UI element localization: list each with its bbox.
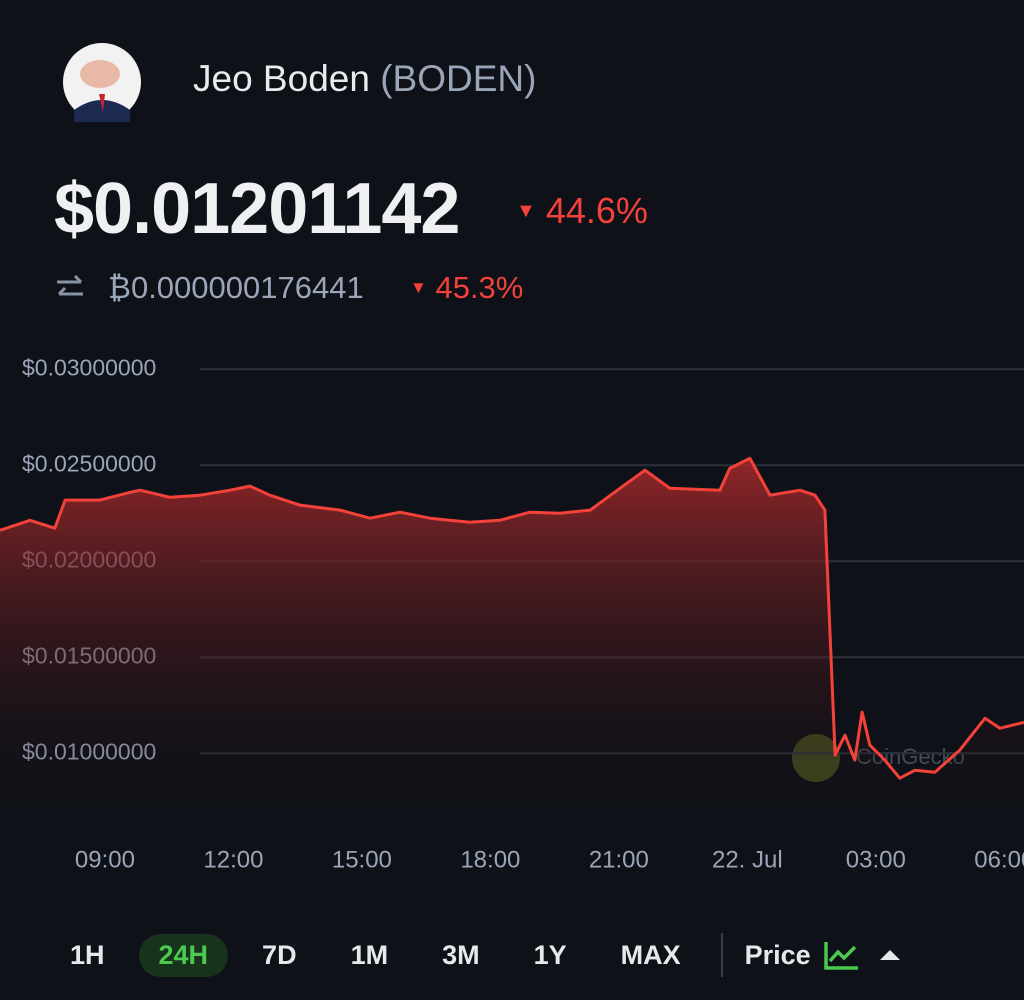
- btc-change: ▼ 45.3%: [410, 270, 524, 305]
- x-tick-label: 18:00: [460, 846, 520, 873]
- x-tick-label: 06:00: [974, 846, 1024, 873]
- coin-name: Jeo Boden (BODEN): [193, 58, 536, 100]
- price-chart: CoinGecko $0.01000000$0.01500000$0.02000…: [0, 354, 1024, 873]
- range-tab[interactable]: 3M: [442, 939, 480, 970]
- range-tab[interactable]: 7D: [262, 939, 297, 970]
- range-tab[interactable]: 1Y: [533, 939, 567, 970]
- price-area: [0, 458, 1024, 830]
- x-tick-label: 09:00: [75, 846, 135, 873]
- y-tick-label: $0.03000000: [22, 354, 156, 380]
- metric-select[interactable]: Price: [735, 939, 913, 971]
- price-line: [0, 456, 1024, 780]
- caret-icon: [879, 950, 900, 960]
- range-tab[interactable]: 1M: [350, 939, 389, 970]
- separator: [720, 933, 723, 977]
- btc-price: ₿0.000000176441: [108, 270, 364, 305]
- x-tick-label: 22. Jul: [712, 846, 783, 873]
- change: 45.3%: [435, 270, 524, 305]
- price: $0.01201142: [54, 169, 460, 249]
- x-tick-label: 15:00: [332, 846, 392, 873]
- metric-label: Price: [744, 939, 811, 970]
- y-tick-label: $0.02500000: [22, 450, 156, 476]
- range-tabs: 1H 24H 7D 1M 3M 1Y MAX Price: [50, 930, 913, 980]
- x-tick-label: 12:00: [203, 846, 263, 873]
- range-tab[interactable]: 1H: [70, 939, 105, 970]
- price-change: ▼ 44.6%: [516, 190, 648, 231]
- coin-avatar: [63, 43, 141, 122]
- change: 44.6%: [545, 190, 648, 231]
- range-tab[interactable]: 24H: [138, 933, 229, 977]
- x-tick-label: 03:00: [846, 846, 906, 873]
- symbol: (BODEN): [380, 58, 537, 99]
- swap-icon: [57, 274, 83, 296]
- chart-icon: [823, 942, 858, 970]
- range-tab[interactable]: MAX: [620, 939, 681, 970]
- x-tick-label: 21:00: [589, 846, 649, 873]
- name: Jeo Boden: [193, 58, 370, 99]
